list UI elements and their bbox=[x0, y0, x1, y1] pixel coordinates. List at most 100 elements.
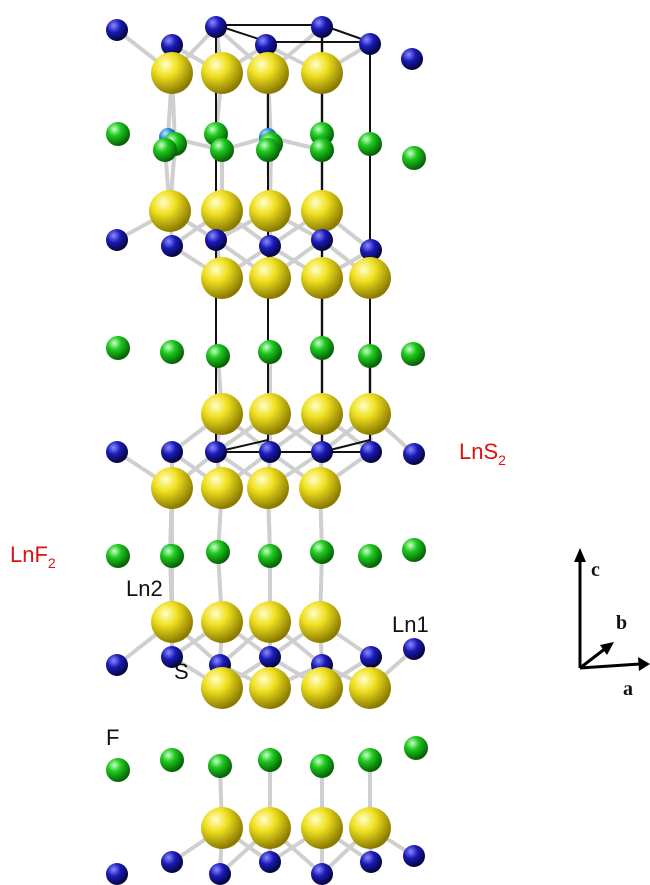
ln-atom bbox=[205, 16, 227, 38]
f-atom bbox=[310, 754, 334, 778]
ln-atom bbox=[106, 441, 128, 463]
s-atom bbox=[299, 467, 341, 509]
atom-layer bbox=[106, 16, 428, 885]
ln-atom bbox=[403, 443, 425, 465]
s-atom bbox=[151, 601, 193, 643]
ln-atom bbox=[360, 441, 382, 463]
f-atom bbox=[310, 138, 334, 162]
ln-atom bbox=[205, 441, 227, 463]
s-atom bbox=[301, 807, 343, 849]
f-atom bbox=[160, 748, 184, 772]
label-f: F bbox=[106, 725, 119, 750]
f-atom bbox=[402, 538, 426, 562]
a-axis-arrowhead bbox=[638, 657, 650, 671]
s-atom bbox=[249, 393, 291, 435]
ln-atom bbox=[106, 229, 128, 251]
f-atom bbox=[153, 138, 177, 162]
f-atom bbox=[258, 544, 282, 568]
f-atom bbox=[402, 146, 426, 170]
ln-atom bbox=[106, 654, 128, 676]
c-axis-label: c bbox=[591, 559, 600, 581]
s-atom bbox=[299, 601, 341, 643]
ln-atom bbox=[359, 33, 381, 55]
s-atom bbox=[349, 257, 391, 299]
b-axis-line bbox=[579, 646, 607, 670]
b-axis-arrowhead bbox=[600, 642, 614, 655]
s-atom bbox=[149, 190, 191, 232]
f-atom bbox=[401, 342, 425, 366]
ln-atom bbox=[311, 441, 333, 463]
s-atom bbox=[249, 257, 291, 299]
ln-atom bbox=[311, 863, 333, 885]
ln-atom bbox=[161, 235, 183, 257]
f-atom bbox=[206, 540, 230, 564]
f-atom bbox=[208, 754, 232, 778]
s-atom bbox=[201, 807, 243, 849]
s-atom bbox=[301, 667, 343, 709]
ln-atom bbox=[360, 646, 382, 668]
f-atom bbox=[160, 544, 184, 568]
ln-atom bbox=[161, 646, 183, 668]
s-atom bbox=[301, 257, 343, 299]
ln-atom bbox=[401, 48, 423, 70]
s-atom bbox=[249, 190, 291, 232]
f-atom bbox=[106, 122, 130, 146]
s-atom bbox=[201, 467, 243, 509]
ln-atom bbox=[106, 863, 128, 885]
ln-atom bbox=[161, 34, 183, 56]
f-atom bbox=[358, 344, 382, 368]
f-atom bbox=[310, 336, 334, 360]
s-atom bbox=[201, 190, 243, 232]
unit-cell-outline bbox=[215, 24, 371, 453]
f-atom bbox=[106, 336, 130, 360]
a-axis-label: a bbox=[623, 678, 633, 700]
ln-atom bbox=[259, 441, 281, 463]
ln-atom bbox=[205, 229, 227, 251]
s-atom bbox=[349, 393, 391, 435]
f-atom bbox=[106, 758, 130, 782]
s-atom bbox=[249, 601, 291, 643]
ln-atom bbox=[259, 235, 281, 257]
s-atom bbox=[201, 601, 243, 643]
axes-indicator: c b a bbox=[574, 548, 650, 700]
label-ln1: Ln1 bbox=[392, 612, 429, 637]
ln-atom bbox=[403, 638, 425, 660]
ln-atom bbox=[311, 229, 333, 251]
b-axis-label: b bbox=[616, 612, 627, 634]
label-lns2: LnS2 bbox=[459, 439, 506, 468]
ln-atom bbox=[161, 851, 183, 873]
s-atom bbox=[301, 52, 343, 94]
f-atom bbox=[258, 748, 282, 772]
ln-atom bbox=[106, 19, 128, 41]
f-atom bbox=[106, 544, 130, 568]
label-ln2: Ln2 bbox=[126, 576, 163, 601]
c-axis-arrowhead bbox=[574, 548, 586, 562]
a-axis-line bbox=[579, 662, 641, 670]
ln-atom bbox=[360, 851, 382, 873]
label-lnf2: LnF2 bbox=[10, 542, 56, 571]
f-atom bbox=[210, 138, 234, 162]
s-atom bbox=[247, 467, 289, 509]
f-atom bbox=[206, 344, 230, 368]
ln-atom bbox=[403, 845, 425, 867]
s-atom bbox=[201, 52, 243, 94]
f-atom bbox=[358, 132, 382, 156]
ln-atom bbox=[259, 851, 281, 873]
s-atom bbox=[249, 667, 291, 709]
f-atom bbox=[258, 340, 282, 364]
s-atom bbox=[349, 667, 391, 709]
s-atom bbox=[301, 190, 343, 232]
ln-atom bbox=[259, 646, 281, 668]
f-atom bbox=[358, 748, 382, 772]
s-atom bbox=[201, 257, 243, 299]
ln-atom bbox=[209, 863, 231, 885]
s-atom bbox=[301, 393, 343, 435]
f-atom bbox=[160, 340, 184, 364]
label-s: S bbox=[174, 659, 189, 684]
f-atom bbox=[256, 138, 280, 162]
s-atom bbox=[201, 667, 243, 709]
ln-atom bbox=[255, 34, 277, 56]
s-atom bbox=[201, 393, 243, 435]
s-atom bbox=[151, 52, 193, 94]
